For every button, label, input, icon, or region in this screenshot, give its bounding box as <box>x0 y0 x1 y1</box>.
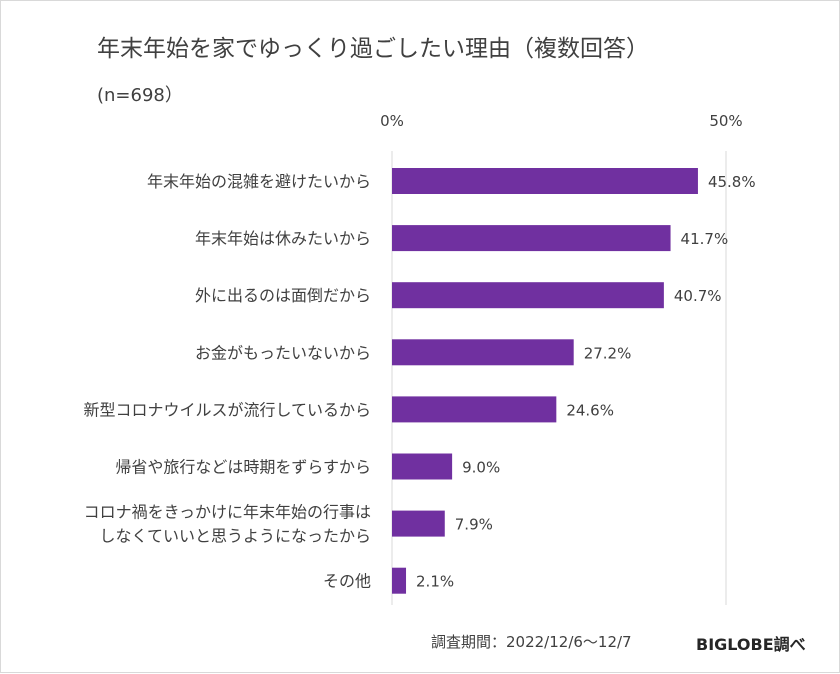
category-label: お金がもったいないから <box>195 343 371 362</box>
bar <box>392 282 664 309</box>
x-tick-label: 0% <box>380 112 404 130</box>
category-label: その他 <box>323 572 371 591</box>
category-label: 外に出るのは面倒だから <box>195 286 371 305</box>
category-label: しなくていいと思うようになったから <box>99 527 371 546</box>
bar <box>392 339 574 366</box>
value-label: 45.8% <box>708 173 756 191</box>
survey-period: 調査期間：2022/12/6～12/7 <box>431 633 632 651</box>
bar <box>392 225 671 252</box>
chart-subtitle: (n=698） <box>97 85 183 106</box>
value-label: 9.0% <box>462 459 500 477</box>
value-label: 7.9% <box>455 516 493 534</box>
bar <box>392 168 698 194</box>
value-label: 2.1% <box>416 573 454 591</box>
bar <box>392 453 453 480</box>
category-label: 年末年始は休みたいから <box>195 229 371 248</box>
value-label: 40.7% <box>674 287 722 305</box>
category-label: 年末年始の混雑を避けたいから <box>147 172 371 191</box>
x-tick-label: 50% <box>709 112 742 130</box>
value-label: 41.7% <box>681 230 729 248</box>
bar <box>392 510 445 537</box>
bar <box>392 567 407 594</box>
category-label: コロナ禍をきっかけに年末年始の行事は <box>84 503 371 522</box>
chart-title: 年末年始を家でゆっくり過ごしたい理由（複数回答） <box>97 36 649 62</box>
value-label: 27.2% <box>584 344 632 362</box>
category-label: 帰省や旅行などは時期をずらすから <box>115 458 371 477</box>
value-label: 24.6% <box>566 401 614 419</box>
category-label: 新型コロナウイルスが流行しているから <box>83 400 371 419</box>
bar <box>392 396 557 423</box>
source-brand: BIGLOBE調べ <box>696 635 806 654</box>
